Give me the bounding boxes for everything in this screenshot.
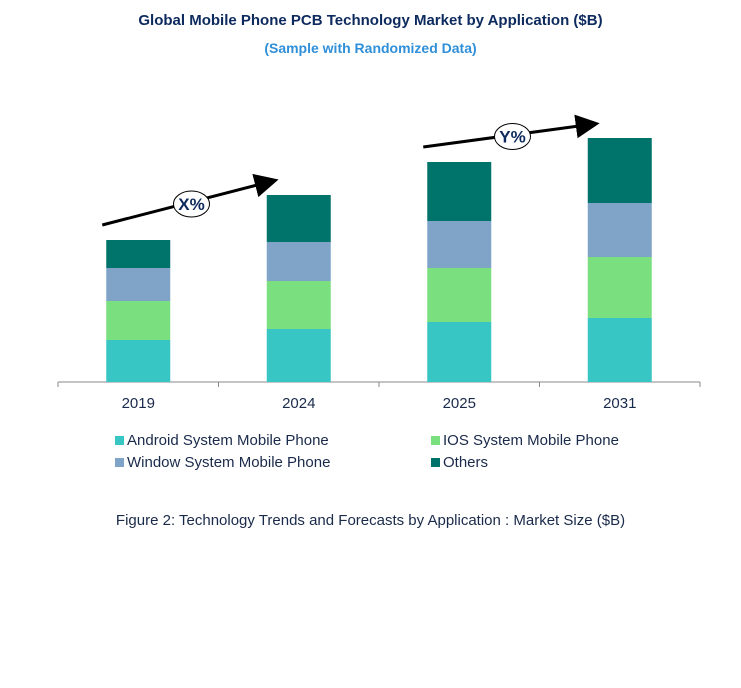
legend-item-android: Android System Mobile Phone [115,432,329,449]
bar-segment-android-system-mobile-phone-2025 [427,322,492,382]
x-tick-label: 2019 [122,395,155,412]
bar-segment-window-system-mobile-phone-2025 [427,221,492,268]
bar-segment-window-system-mobile-phone-2019 [106,268,171,301]
bar-segment-android-system-mobile-phone-2019 [106,340,171,382]
stacked-bar-chart: 2019 2024 2025 2031 X% Y% [57,114,701,412]
legend-label: Others [443,454,489,471]
chart-subtitle: (Sample with Randomized Data) [264,40,477,56]
bar-segment-window-system-mobile-phone-2024 [266,242,331,281]
legend-swatch [431,436,440,445]
growth-label-bubble [494,123,531,150]
growth-label-bubble [173,190,210,218]
legend-swatch [431,458,440,467]
bar-segment-others-2031 [587,138,652,203]
x-tick-label: 2031 [603,395,636,412]
bar-segment-ios-system-mobile-phone-2031 [587,257,652,318]
growth-label: X% [178,195,204,214]
bar-segment-android-system-mobile-phone-2031 [587,318,652,382]
chart-title: Global Mobile Phone PCB Technology Marke… [138,12,603,29]
bar-segment-others-2025 [427,162,492,221]
bar-segment-others-2024 [266,195,331,242]
legend-label: Android System Mobile Phone [127,432,329,449]
legend-label: Window System Mobile Phone [127,454,331,471]
bar-segment-ios-system-mobile-phone-2019 [106,301,171,340]
bar-segment-android-system-mobile-phone-2024 [266,329,331,382]
legend-swatch [115,458,124,467]
legend-item-window: Window System Mobile Phone [115,454,330,471]
figure-caption: Figure 2: Technology Trends and Forecast… [115,512,626,529]
growth-label: Y% [499,128,525,147]
x-tick-label: 2024 [282,395,315,412]
legend-item-others: Others [431,454,488,471]
legend-item-ios: IOS System Mobile Phone [431,432,619,449]
bar-segment-ios-system-mobile-phone-2024 [266,281,331,329]
bar-segment-ios-system-mobile-phone-2025 [427,268,492,322]
bar-segment-others-2019 [106,240,171,268]
legend-label: IOS System Mobile Phone [443,432,619,449]
x-tick-label: 2025 [443,395,476,412]
legend-swatch [115,436,124,445]
bar-segment-window-system-mobile-phone-2031 [587,203,652,257]
